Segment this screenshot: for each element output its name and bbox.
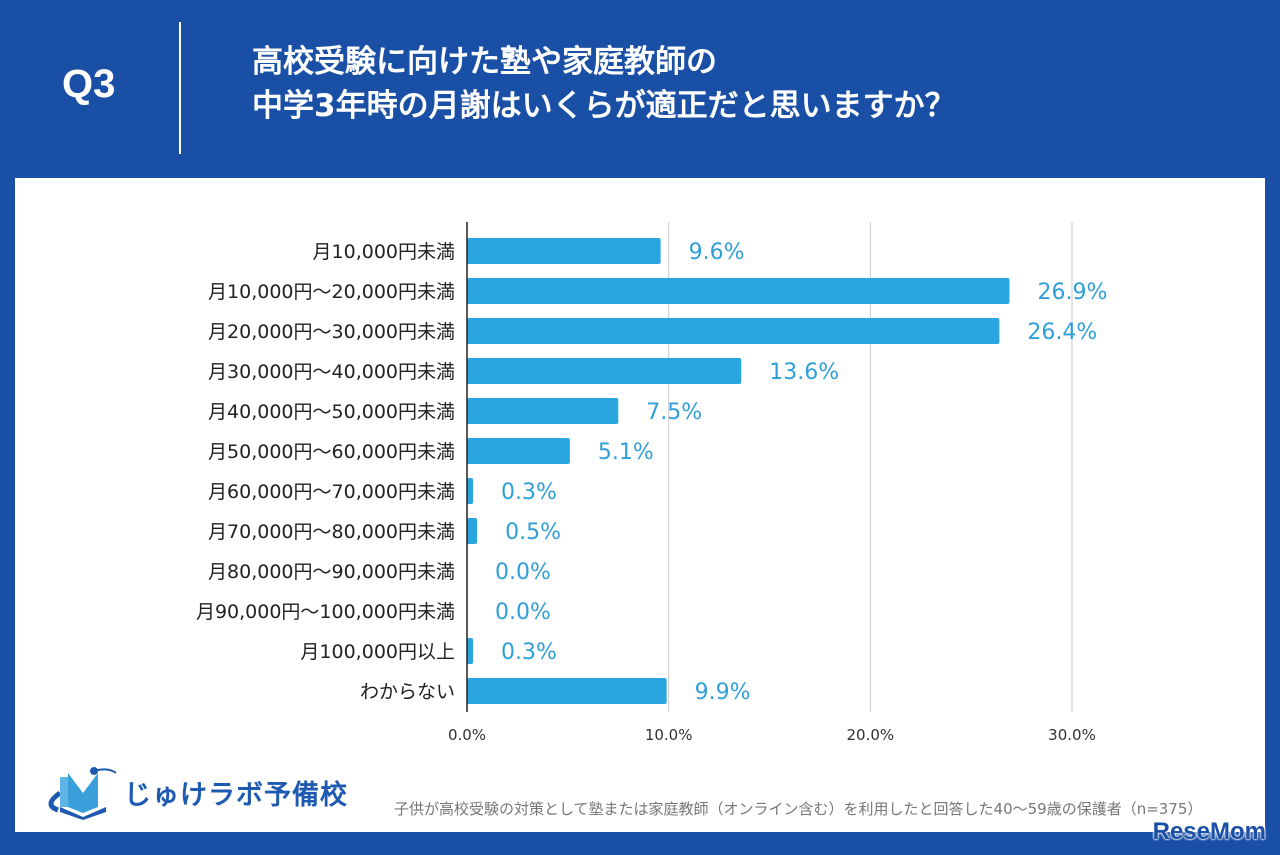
bar bbox=[467, 438, 570, 464]
data-label: 7.5% bbox=[646, 400, 702, 425]
bar bbox=[467, 678, 667, 704]
bar bbox=[467, 638, 474, 664]
data-label: 5.1% bbox=[598, 440, 654, 465]
category-label: 月70,000円～80,000円未満 bbox=[208, 521, 455, 543]
data-label: 0.3% bbox=[501, 640, 557, 665]
category-label: 月90,000円～100,000円未満 bbox=[196, 601, 455, 623]
bar bbox=[467, 398, 619, 424]
data-label: 0.5% bbox=[505, 520, 561, 545]
bar bbox=[467, 358, 742, 384]
category-label: 月30,000円～40,000円未満 bbox=[208, 361, 455, 383]
category-label: 月10,000円未満 bbox=[313, 241, 455, 263]
logo: じゅけラボ予備校 bbox=[38, 765, 348, 820]
x-tick-label: 10.0% bbox=[645, 726, 693, 744]
category-label: 月60,000円～70,000円未満 bbox=[208, 481, 455, 503]
data-label: 9.6% bbox=[689, 240, 745, 265]
data-label: 0.0% bbox=[495, 560, 551, 585]
header-divider bbox=[179, 22, 181, 154]
page-title: 高校受験に向けた塾や家庭教師の 中学3年時の月謝はいくらが適正だと思いますか？ bbox=[252, 40, 956, 128]
bar bbox=[467, 278, 1010, 304]
category-label: 月80,000円～90,000円未満 bbox=[208, 561, 455, 583]
category-label: 月10,000円～20,000円未満 bbox=[208, 281, 455, 303]
data-label: 9.9% bbox=[695, 680, 751, 705]
book-logo-icon bbox=[48, 767, 117, 820]
x-tick-label: 20.0% bbox=[847, 726, 895, 744]
data-label: 0.0% bbox=[495, 600, 551, 625]
category-label: 月40,000円～50,000円未満 bbox=[208, 401, 455, 423]
data-label: 0.3% bbox=[501, 480, 557, 505]
bar bbox=[467, 478, 474, 504]
x-tick-label: 30.0% bbox=[1048, 726, 1096, 744]
category-label: わからない bbox=[360, 681, 455, 703]
x-tick-label: 0.0% bbox=[448, 726, 486, 744]
bar bbox=[467, 318, 1000, 344]
title-line-1: 高校受験に向けた塾や家庭教師の bbox=[252, 44, 717, 80]
logo-text: じゅけラボ予備校 bbox=[124, 780, 348, 811]
category-label: 月50,000円～60,000円未満 bbox=[208, 441, 455, 463]
data-label: 26.4% bbox=[1027, 320, 1097, 345]
category-label: 月100,000円以上 bbox=[300, 641, 455, 663]
footnote: 子供が高校受験の対策として塾または家庭教師（オンライン含む）を利用したと回答した… bbox=[394, 800, 1203, 818]
watermark: ReseMom bbox=[1152, 818, 1266, 845]
bar bbox=[467, 238, 661, 264]
category-label: 月20,000円～30,000円未満 bbox=[208, 321, 455, 343]
bar bbox=[467, 518, 478, 544]
data-label: 13.6% bbox=[769, 360, 839, 385]
question-number: Q3 bbox=[62, 62, 116, 106]
data-label: 26.9% bbox=[1037, 280, 1107, 305]
title-line-2: 中学3年時の月謝はいくらが適正だと思いますか？ bbox=[252, 88, 956, 124]
